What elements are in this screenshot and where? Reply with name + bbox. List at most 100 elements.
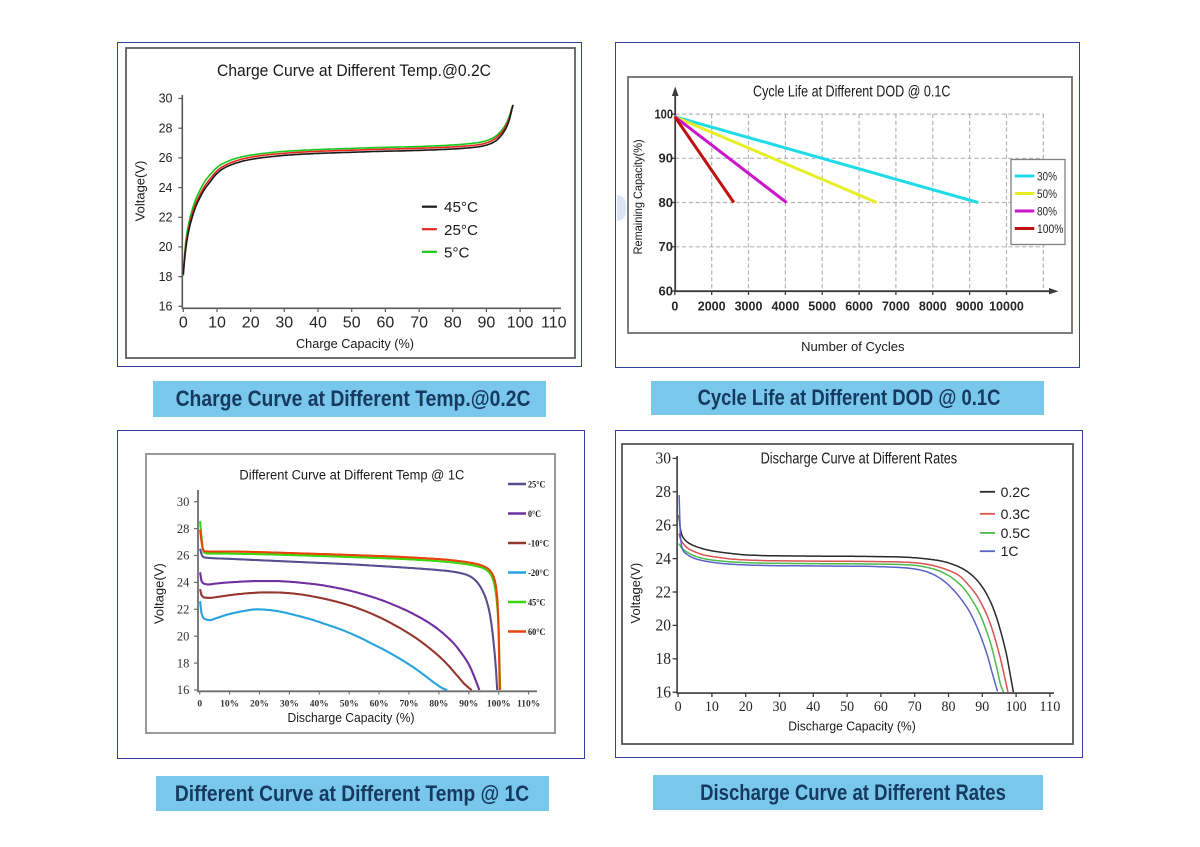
svg-text:60%: 60%: [370, 700, 389, 710]
svg-text:22: 22: [177, 603, 190, 617]
svg-text:25°C: 25°C: [528, 480, 546, 491]
svg-text:10: 10: [208, 315, 226, 332]
svg-text:50%: 50%: [1037, 187, 1057, 201]
svg-text:-20°C: -20°C: [528, 568, 549, 579]
svg-text:Discharge Capacity (%): Discharge Capacity (%): [288, 711, 415, 725]
svg-text:Voltage(V): Voltage(V): [152, 563, 167, 624]
svg-text:20: 20: [656, 616, 672, 635]
svg-text:22: 22: [159, 211, 173, 225]
svg-text:10000: 10000: [989, 300, 1024, 314]
svg-text:110%: 110%: [517, 700, 540, 710]
svg-text:90: 90: [975, 699, 989, 715]
svg-text:24: 24: [177, 576, 190, 590]
svg-text:90%: 90%: [459, 700, 478, 710]
svg-text:20: 20: [159, 240, 173, 254]
svg-text:0: 0: [671, 300, 678, 314]
svg-text:40%: 40%: [310, 700, 329, 710]
svg-text:18: 18: [177, 656, 190, 670]
svg-text:110: 110: [541, 315, 567, 332]
svg-text:100: 100: [1006, 699, 1027, 715]
svg-text:50: 50: [343, 315, 361, 332]
svg-text:25°C: 25°C: [444, 222, 478, 239]
svg-text:5000: 5000: [808, 300, 836, 314]
svg-text:80: 80: [942, 699, 956, 715]
svg-text:0: 0: [179, 315, 188, 332]
svg-text:90: 90: [478, 315, 496, 332]
svg-text:40: 40: [309, 315, 327, 332]
svg-text:70%: 70%: [400, 700, 419, 710]
svg-text:22: 22: [656, 582, 672, 601]
svg-text:80%: 80%: [1037, 204, 1057, 218]
svg-text:28: 28: [159, 121, 173, 135]
svg-text:26: 26: [159, 151, 173, 165]
svg-text:45°C: 45°C: [528, 598, 546, 609]
svg-text:7000: 7000: [881, 300, 909, 314]
svg-text:70: 70: [908, 699, 922, 715]
svg-text:80: 80: [658, 195, 672, 210]
svg-text:Different Curve at Different T: Different Curve at Different Temp @ 1C: [239, 468, 464, 483]
svg-text:26: 26: [656, 516, 672, 535]
svg-text:18: 18: [159, 270, 173, 284]
svg-text:20: 20: [739, 699, 753, 715]
svg-text:0.5C: 0.5C: [1001, 525, 1031, 541]
svg-text:Charge Curve at Different Temp: Charge Curve at Different Temp.@0.2C: [217, 62, 491, 80]
svg-text:20%: 20%: [250, 700, 269, 710]
svg-text:30: 30: [177, 495, 190, 509]
svg-text:2000: 2000: [697, 300, 725, 314]
svg-text:-10°C: -10°C: [528, 539, 549, 550]
svg-text:40: 40: [806, 699, 820, 715]
svg-text:30: 30: [656, 449, 672, 468]
svg-text:18: 18: [656, 649, 672, 668]
svg-text:5°C: 5°C: [444, 244, 470, 261]
svg-text:0.2C: 0.2C: [1001, 484, 1031, 500]
svg-text:16: 16: [159, 300, 173, 314]
svg-text:Cycle Life at Different DOD @: Cycle Life at Different DOD @ 0.1C: [753, 84, 950, 101]
svg-text:30%: 30%: [1037, 169, 1057, 183]
svg-text:60: 60: [658, 283, 672, 298]
svg-text:100: 100: [507, 315, 534, 332]
svg-text:70: 70: [410, 315, 428, 332]
svg-text:1C: 1C: [1001, 543, 1019, 559]
svg-text:0: 0: [675, 699, 682, 715]
svg-text:60: 60: [377, 315, 395, 332]
svg-text:10%: 10%: [220, 700, 239, 710]
svg-text:0: 0: [197, 700, 202, 710]
svg-text:24: 24: [656, 549, 672, 568]
svg-text:110: 110: [1039, 699, 1060, 715]
svg-text:8000: 8000: [918, 300, 946, 314]
svg-text:50: 50: [840, 699, 854, 715]
svg-text:20: 20: [177, 629, 190, 643]
svg-text:30: 30: [773, 699, 787, 715]
svg-text:6000: 6000: [845, 300, 873, 314]
svg-text:45°C: 45°C: [444, 199, 478, 216]
svg-text:Voltage(V): Voltage(V): [628, 563, 643, 624]
svg-text:30: 30: [159, 92, 173, 106]
svg-text:0.3C: 0.3C: [1001, 506, 1031, 522]
svg-text:30%: 30%: [280, 700, 299, 710]
svg-text:80: 80: [444, 315, 462, 332]
svg-text:28: 28: [177, 522, 190, 536]
svg-text:4000: 4000: [771, 300, 799, 314]
svg-text:70: 70: [658, 239, 672, 254]
svg-text:24: 24: [159, 181, 173, 195]
svg-text:80%: 80%: [429, 700, 448, 710]
svg-text:Charge Capacity (%): Charge Capacity (%): [296, 336, 414, 351]
svg-text:3000: 3000: [734, 300, 762, 314]
svg-text:60°C: 60°C: [528, 627, 546, 638]
svg-text:0°C: 0°C: [528, 509, 541, 520]
svg-text:16: 16: [177, 683, 190, 697]
svg-text:28: 28: [656, 482, 672, 501]
svg-text:26: 26: [177, 549, 190, 563]
svg-text:20: 20: [242, 315, 260, 332]
svg-text:100%: 100%: [1037, 222, 1064, 236]
svg-text:Discharge Curve at Different R: Discharge Curve at Different Rates: [761, 451, 958, 468]
svg-text:100%: 100%: [487, 700, 511, 710]
svg-text:30: 30: [275, 315, 293, 332]
svg-text:100: 100: [654, 106, 673, 121]
svg-text:60: 60: [874, 699, 888, 715]
svg-text:Discharge Capacity (%): Discharge Capacity (%): [788, 719, 916, 734]
svg-text:10: 10: [705, 699, 719, 715]
svg-text:16: 16: [656, 683, 672, 702]
svg-text:90: 90: [658, 151, 672, 166]
svg-text:Voltage(V): Voltage(V): [132, 161, 147, 222]
